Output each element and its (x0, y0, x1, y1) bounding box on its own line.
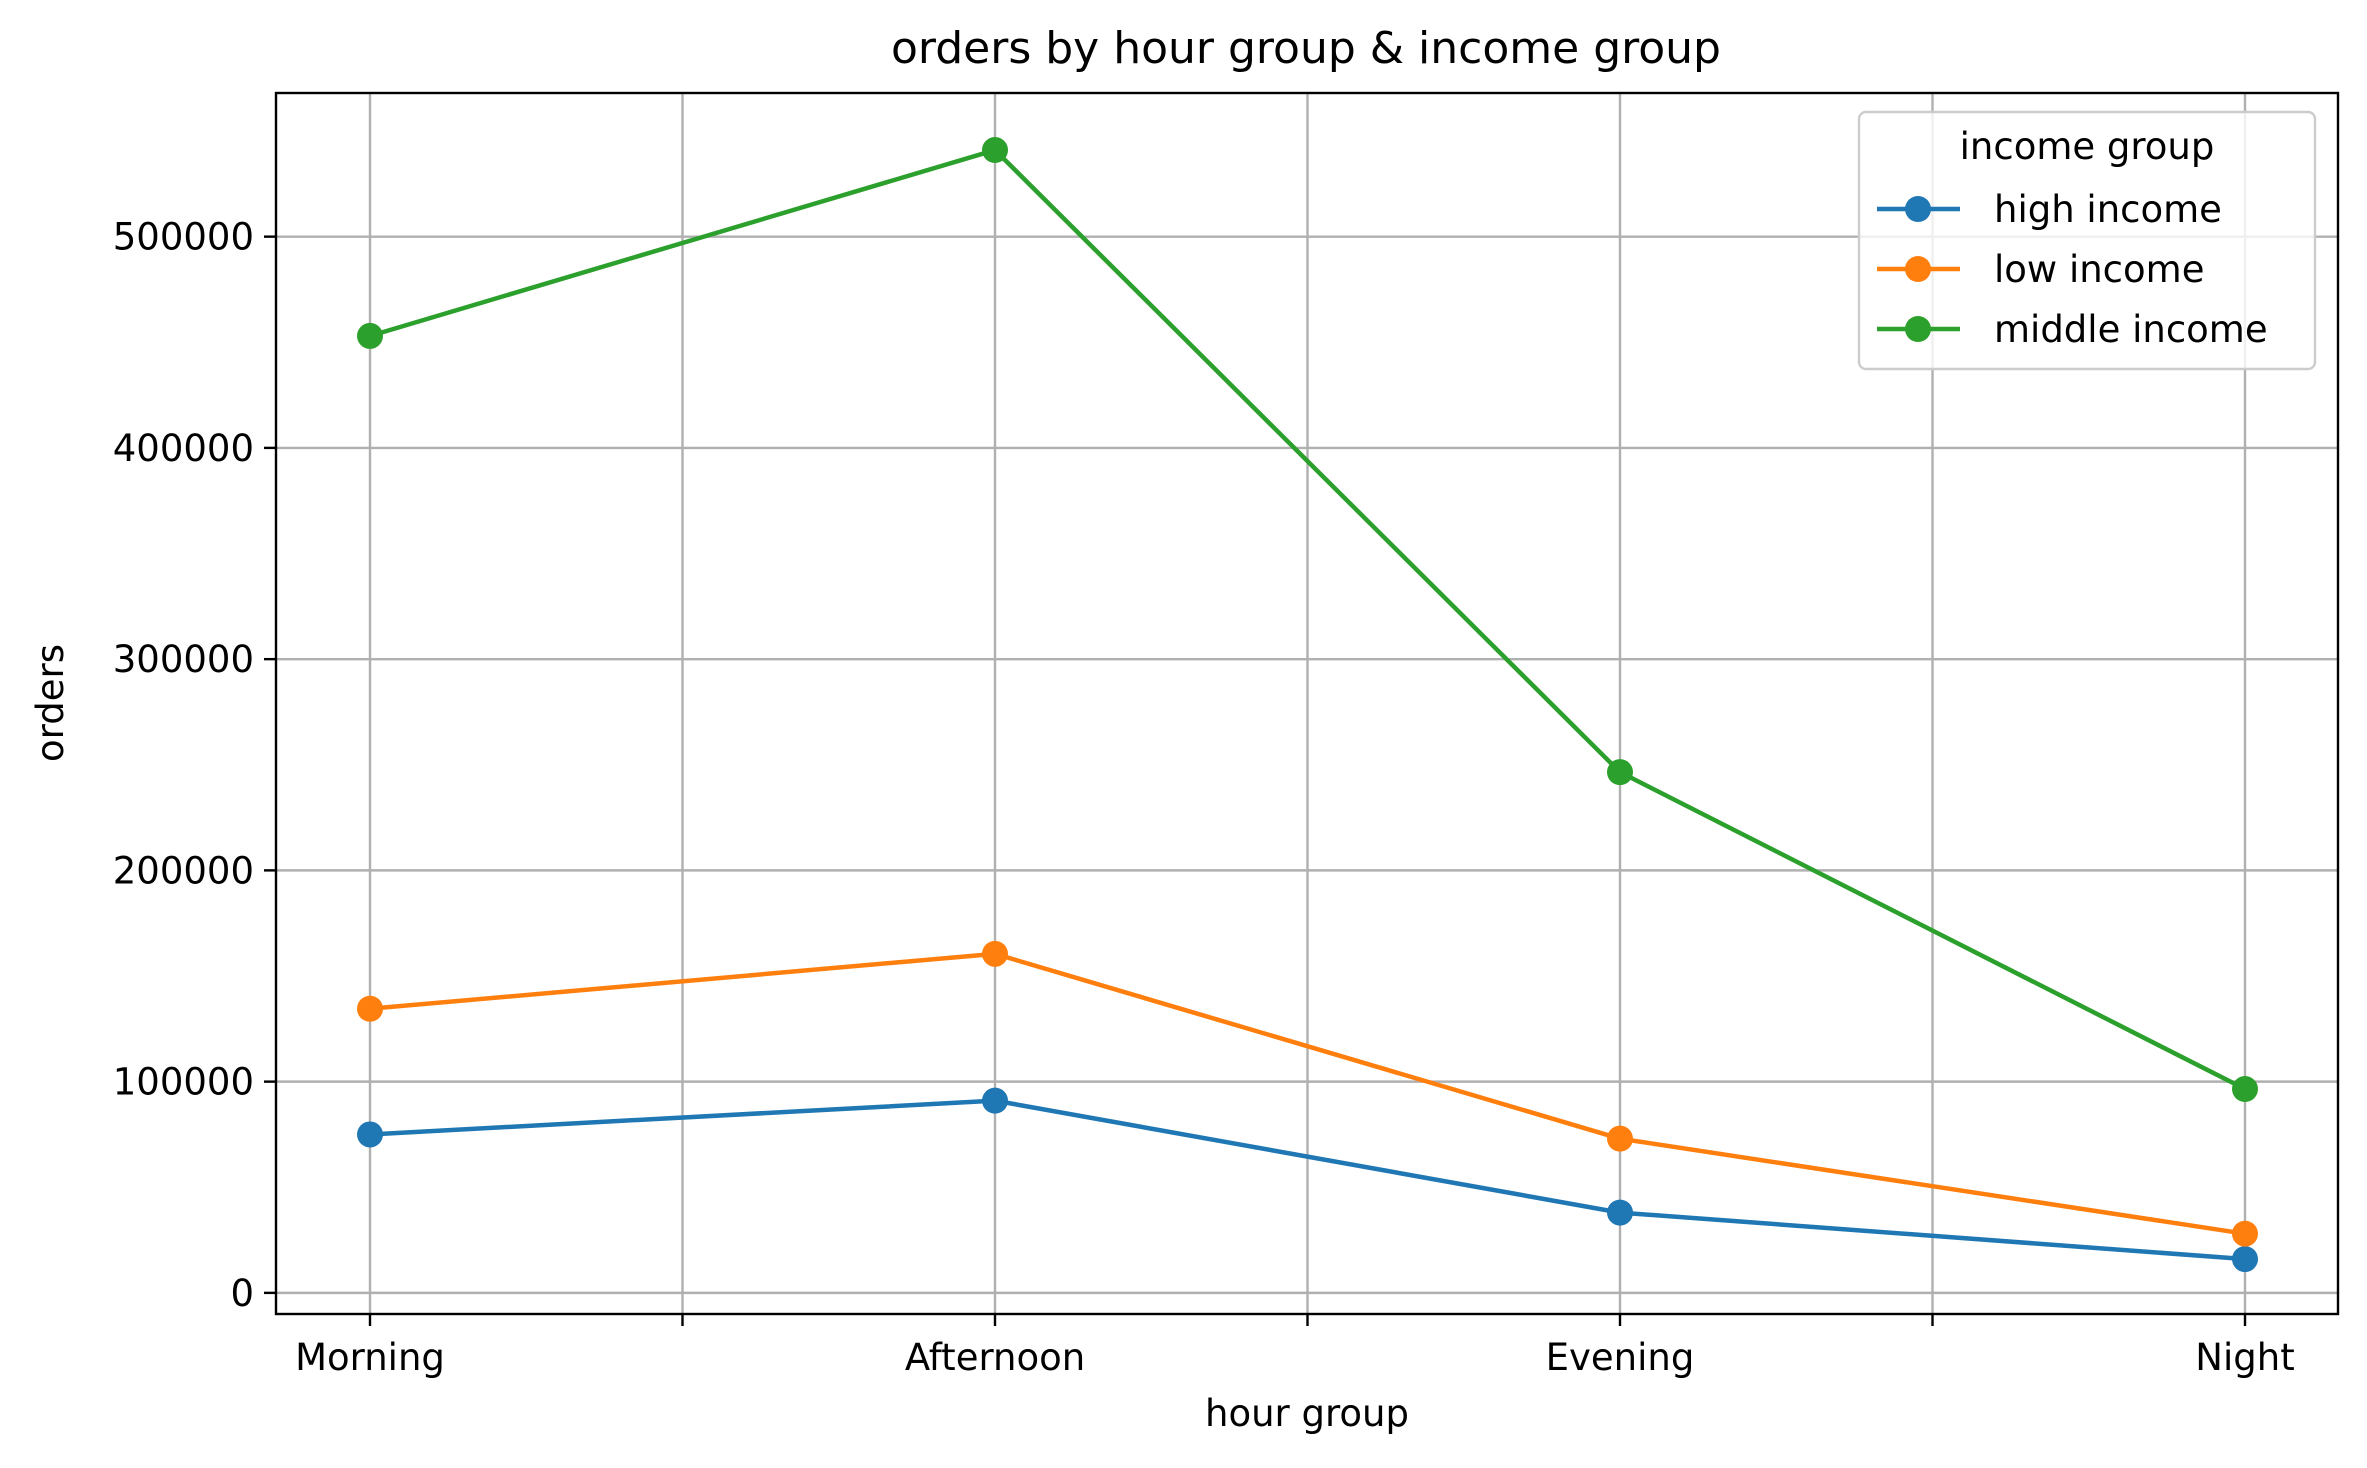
data-point-low-income (982, 940, 1008, 967)
data-point-middle-income (1607, 759, 1633, 786)
ticks: Morning Afternoon Evening Night 0 100000 20000… (113, 216, 2295, 1379)
x-tick-label: Afternoon (905, 1336, 1085, 1379)
series-line-middle-income (367, 147, 2249, 1093)
data-point-middle-income (357, 322, 383, 349)
y-tick-label: 0 (230, 1272, 254, 1315)
series-low-income (357, 940, 2258, 1247)
legend-entries: high income low income middle income (1877, 188, 2268, 351)
data-point-middle-income (2232, 1076, 2258, 1103)
chart-title: orders by hour group & income group (891, 23, 1721, 74)
legend-box (1857, 110, 2317, 371)
x-tick-label: Morning (295, 1336, 445, 1379)
y-tick-label: 400000 (113, 427, 254, 470)
data-point-middle-income (982, 137, 1008, 164)
data-point-low-income (357, 995, 383, 1022)
x-tick-label: Evening (1546, 1336, 1695, 1379)
legend-label: middle income (1994, 308, 2268, 351)
legend-title: income group (1960, 125, 2215, 168)
y-tick-label: 100000 (113, 1061, 254, 1104)
legend-label: low income (1994, 248, 2204, 291)
data-point-high-income (982, 1087, 1008, 1114)
legend-entry-middle-income: middle income (1877, 308, 2268, 351)
x-tick-label: Night (2195, 1336, 2294, 1379)
series-line-low-income (367, 951, 2248, 1237)
legend-swatch-marker (1905, 256, 1931, 282)
x-axis-label: hour group (1205, 1392, 1409, 1435)
series-layer (357, 137, 2258, 1273)
y-tick-label: 500000 (113, 216, 254, 259)
legend-entry-low-income: low income (1877, 248, 2204, 291)
legend-entry-high-income: high income (1877, 188, 2222, 231)
series-line-high-income (367, 1098, 2248, 1262)
y-tick-label: 200000 (113, 849, 254, 892)
data-point-low-income (1607, 1125, 1633, 1152)
data-point-high-income (1607, 1199, 1633, 1226)
legend: income group high income low income middle… (1857, 110, 2317, 371)
data-point-low-income (2232, 1220, 2258, 1247)
legend-swatch-marker (1905, 316, 1931, 342)
data-point-high-income (2232, 1246, 2258, 1273)
y-axis-label: orders (29, 644, 72, 762)
legend-label: high income (1994, 188, 2222, 231)
series-middle-income (357, 137, 2258, 1103)
y-tick-label: 300000 (113, 638, 254, 681)
data-point-high-income (357, 1121, 383, 1148)
series-high-income (357, 1087, 2258, 1273)
legend-swatch-marker (1905, 196, 1931, 222)
